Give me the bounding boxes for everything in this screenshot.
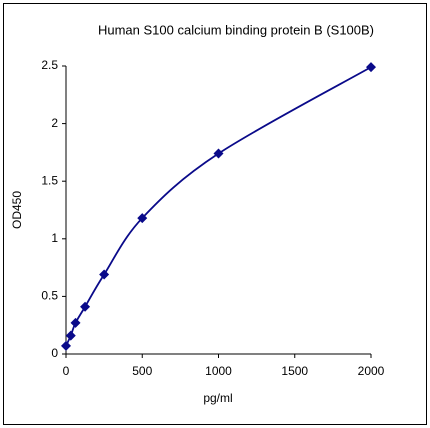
x-tick-label: 2000 — [358, 364, 385, 378]
x-tick-label: 0 — [63, 364, 70, 378]
x-axis-label: pg/ml — [203, 391, 232, 405]
y-tick-label: 1.5 — [41, 173, 58, 187]
point — [99, 269, 110, 280]
x-tick-label: 1500 — [281, 364, 308, 378]
chart-border — [3, 3, 427, 425]
point — [137, 213, 148, 224]
x-tick-label: 1000 — [205, 364, 232, 378]
point — [70, 317, 81, 328]
x-tick-label: 500 — [132, 364, 152, 378]
chart-title: Human S100 calcium binding protein B (S1… — [98, 22, 374, 37]
y-tick-label: 2.5 — [41, 58, 58, 72]
y-axis-label: OD450 — [10, 191, 24, 229]
point — [213, 148, 224, 159]
y-tick-label: 0.5 — [41, 289, 58, 303]
point — [80, 301, 91, 312]
point — [65, 330, 76, 341]
y-tick-label: 2 — [51, 116, 58, 130]
y-tick-label: 1 — [51, 231, 58, 245]
y-tick-label: 0 — [51, 346, 58, 360]
point — [61, 340, 71, 351]
point — [366, 62, 376, 73]
curve — [65, 66, 372, 347]
